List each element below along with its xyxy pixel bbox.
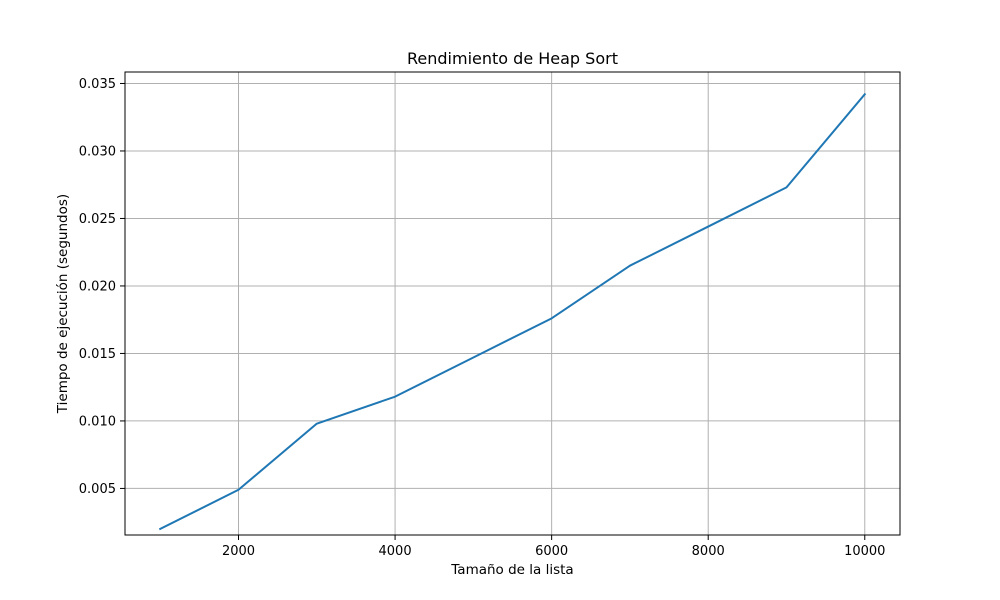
y-tick-label: 0.035 (79, 77, 116, 92)
y-tick-label: 0.010 (79, 414, 116, 429)
y-tick-label: 0.020 (79, 279, 116, 294)
x-tick-label: 2000 (222, 544, 255, 559)
series-line (158, 92, 867, 531)
chart-title: Rendimiento de Heap Sort (407, 49, 618, 68)
axis-ticks: 2000 4000 6000 8000 10000 0.005 0.010 0.015 0.02… (79, 77, 886, 559)
x-tick-label: 4000 (379, 544, 412, 559)
grid-lines (125, 72, 900, 535)
y-tick-label: 0.025 (79, 212, 116, 227)
x-tick-label: 6000 (535, 544, 568, 559)
y-tick-label: 0.015 (79, 347, 116, 362)
y-axis-title: Tiempo de ejecución (segundos) (55, 194, 71, 414)
x-tick-label: 8000 (692, 544, 725, 559)
y-tick-label: 0.005 (79, 482, 116, 497)
plot-frame (124, 71, 901, 536)
y-tick-label: 0.030 (79, 144, 116, 159)
x-tick-label: 10000 (844, 544, 885, 559)
x-axis-title: Tamaño de la lista (450, 562, 573, 578)
series-layer (158, 92, 867, 531)
